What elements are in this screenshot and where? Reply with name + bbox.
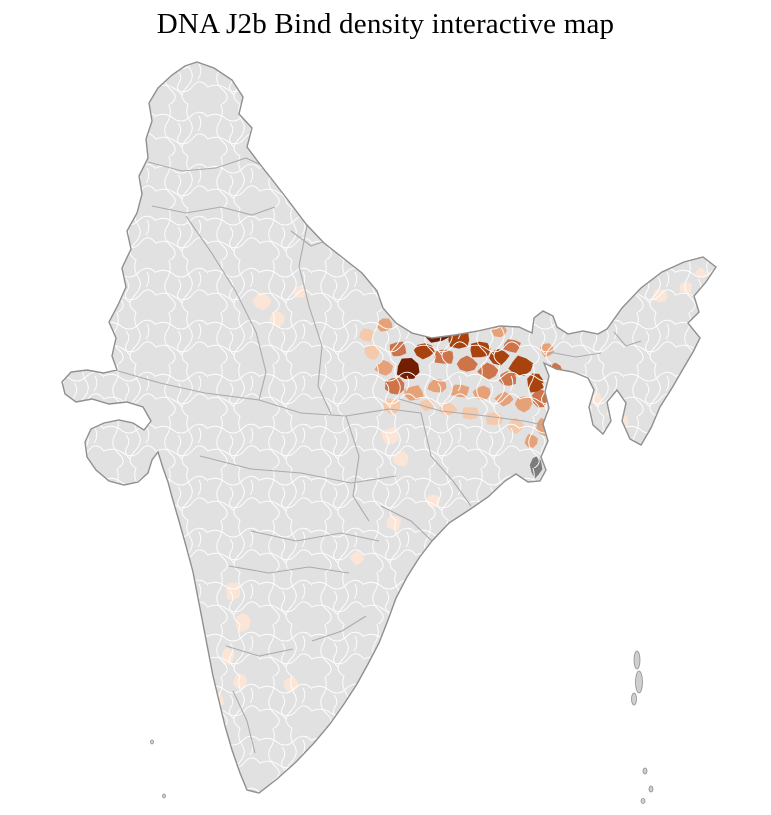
island bbox=[633, 650, 641, 670]
island bbox=[150, 739, 154, 745]
state-border-line bbox=[225, 645, 294, 657]
state-border-line bbox=[232, 690, 256, 754]
district-region-level-0[interactable] bbox=[422, 549, 439, 565]
district-region-level-2[interactable] bbox=[472, 318, 486, 329]
district-region-level-3[interactable] bbox=[444, 315, 461, 327]
state-border-line bbox=[420, 412, 472, 507]
island bbox=[640, 798, 646, 804]
state-border-line bbox=[199, 455, 397, 484]
district-region-level-3[interactable] bbox=[418, 310, 439, 326]
state-border-line bbox=[398, 398, 544, 426]
island bbox=[631, 692, 637, 706]
state-border-line bbox=[298, 225, 332, 415]
state-border-line bbox=[228, 565, 350, 574]
state-border-line bbox=[151, 205, 276, 216]
state-borders bbox=[117, 157, 642, 754]
island bbox=[648, 785, 654, 793]
state-border-line bbox=[345, 415, 370, 522]
state-border-line bbox=[250, 530, 380, 542]
state-border-line bbox=[117, 370, 260, 401]
islands bbox=[150, 650, 654, 804]
state-border-line bbox=[613, 331, 642, 347]
state-border-line bbox=[147, 157, 260, 172]
island bbox=[642, 767, 648, 775]
page-title: DNA J2b Bind density interactive map bbox=[156, 8, 615, 40]
state-border-line bbox=[548, 351, 602, 358]
state-border-line bbox=[185, 215, 267, 401]
district-grid bbox=[62, 62, 716, 793]
state-border-line bbox=[380, 505, 433, 542]
island bbox=[635, 670, 643, 694]
state-border-line bbox=[311, 615, 367, 642]
island bbox=[162, 793, 166, 799]
